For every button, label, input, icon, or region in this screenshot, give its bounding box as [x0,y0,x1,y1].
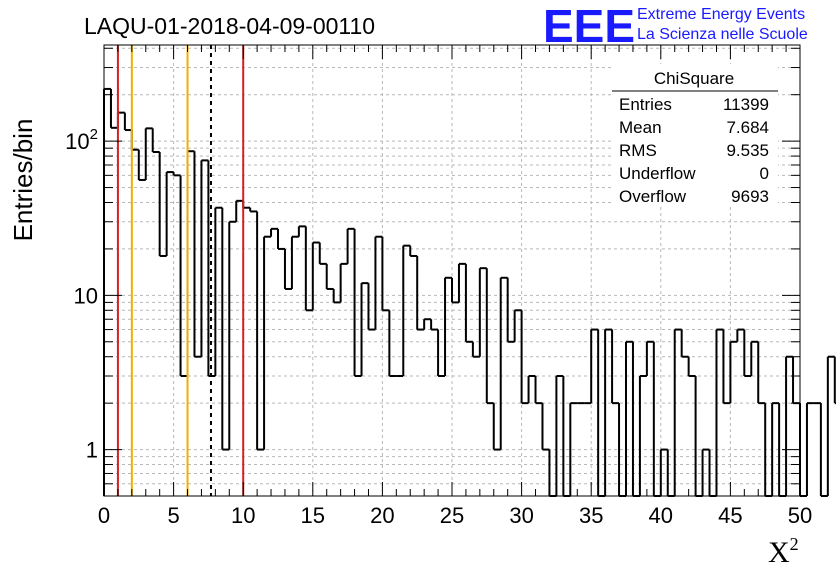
x-tick-label: 30 [509,503,533,528]
stats-rows: Entries 11399 Mean 7.684 RMS 9.535 Underflow 0 O… [619,95,769,206]
stats-row-value: 9693 [731,187,769,206]
reference-lines [116,45,245,496]
x-tick-label: 20 [370,503,394,528]
x-axis-title-base: X [768,536,790,569]
stats-box: ChiSquare Entries 11399 Mean 7.684 RMS 9.535 U… [612,64,778,206]
y-tick-label: 1 [86,438,98,463]
logo-mark: EEE [543,0,635,52]
y-tick-label: 102 [65,126,98,154]
x-tick-label: 35 [579,503,603,528]
tick-labels: 0 5 10 15 20 25 30 35 40 45 50 1 10 102 [65,126,812,528]
stats-row-label: Overflow [619,187,687,206]
stats-row-value: 11399 [723,95,769,114]
axis-ticks [103,45,801,497]
stats-row-value: 0 [760,164,769,183]
x-tick-label: 45 [718,503,742,528]
chart-title: LAQU-01-2018-04-09-00110 [84,13,375,39]
y-tick-label: 10 [74,283,98,308]
x-tick-label: 5 [167,503,179,528]
x-tick-label: 25 [440,503,464,528]
stats-row-label: RMS [619,141,657,160]
x-tick-label: 40 [649,503,673,528]
x-axis-title: X2 [768,534,799,569]
x-axis-title-sup: 2 [790,534,799,554]
stats-row-value: 7.684 [726,118,769,137]
stats-row-label: Underflow [619,164,696,183]
stats-row-label: Entries [619,95,672,114]
x-tick-label: 0 [98,503,110,528]
x-tick-label: 15 [301,503,325,528]
stats-row-label: Mean [619,118,662,137]
stats-box-background [612,64,778,206]
grid-lines [104,45,800,496]
x-tick-label: 50 [788,503,812,528]
stats-row-value: 9.535 [726,141,769,160]
logo-line-2: La Scienza nelle Scuole [637,26,808,43]
stats-title: ChiSquare [654,69,734,88]
y-axis-title: Entries/bin [8,119,38,242]
x-tick-label: 10 [231,503,255,528]
logo-line-1: Extreme Energy Events [637,6,805,23]
eee-logo: EEE Extreme Energy Events La Scienza nel… [543,0,808,52]
